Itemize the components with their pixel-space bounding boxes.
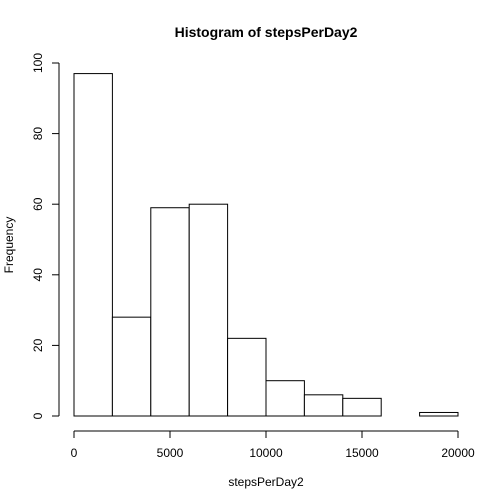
x-tick-label: 15000 bbox=[345, 446, 379, 460]
histogram-bar-0 bbox=[73, 73, 113, 417]
x-axis: 0 5000 10000 15000 20000 bbox=[71, 430, 475, 460]
histogram-bar-2 bbox=[150, 207, 190, 417]
histogram-bar-3 bbox=[188, 203, 229, 417]
y-tick-label: 40 bbox=[31, 268, 45, 282]
y-tick-label: 80 bbox=[31, 127, 45, 141]
y-tick-label: 100 bbox=[31, 53, 45, 73]
x-tick-label: 10000 bbox=[249, 446, 283, 460]
x-tick-label: 20000 bbox=[441, 446, 475, 460]
x-tick-label: 0 bbox=[71, 446, 78, 460]
histogram-bar-5 bbox=[265, 380, 305, 417]
x-axis-label: stepsPerDay2 bbox=[228, 475, 304, 489]
y-axis: 0 20 40 60 80 100 bbox=[31, 53, 60, 419]
y-axis-label: Frequency bbox=[2, 217, 16, 274]
histogram-bar-7 bbox=[342, 397, 382, 417]
histogram-bar-4 bbox=[227, 337, 267, 417]
x-tick-label: 5000 bbox=[157, 446, 184, 460]
histogram-bar-6 bbox=[303, 394, 344, 417]
bars-group bbox=[73, 73, 459, 417]
y-tick-label: 60 bbox=[31, 197, 45, 211]
y-tick-label: 20 bbox=[31, 338, 45, 352]
histogram-bar-1 bbox=[111, 316, 152, 417]
histogram-bar-9 bbox=[419, 411, 459, 417]
y-tick-label: 0 bbox=[31, 412, 45, 419]
chart-title: Histogram of stepsPerDay2 bbox=[175, 24, 358, 40]
